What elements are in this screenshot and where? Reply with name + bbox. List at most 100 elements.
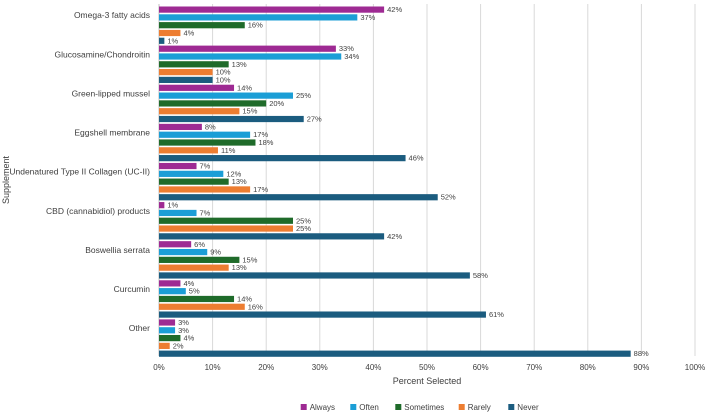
data-label: 33% [339,44,354,53]
data-label: 9% [210,248,221,257]
bar-often [159,131,251,138]
data-label: 16% [248,302,263,311]
data-label: 8% [205,122,216,131]
bar-rarely [159,264,229,271]
bar-always [159,84,235,91]
data-labels: 42%37%16%4%1%33%34%13%10%10%14%25%20%15%… [167,5,649,358]
data-label: 13% [232,60,247,69]
bar-sometimes [159,334,181,342]
data-label: 6% [194,240,205,249]
bar-often [159,288,186,295]
bar-always [159,319,176,326]
category-label: Eggshell membrane [74,128,150,138]
bar-sometimes [159,22,245,29]
x-tick-label: 90% [633,363,649,372]
data-label: 42% [387,5,402,14]
bar-never [159,194,438,201]
bar-often [159,209,197,217]
legend-swatch [395,404,402,410]
category-label: Green-lipped mussel [72,88,151,98]
bar-rarely [159,342,170,349]
category-labels: Omega-3 fatty acids Glucosamine/Chondroit… [9,10,150,333]
data-label: 37% [360,13,375,22]
legend-item-sometimes: Sometimes [395,403,444,412]
x-tick-label: 30% [312,363,328,372]
legend-label: Always [310,403,335,412]
data-label: 4% [183,334,194,343]
bar-often [159,53,342,60]
data-label: 10% [216,75,231,84]
data-label: 15% [242,255,257,264]
bar-often [159,92,293,99]
y-axis-title: Supplement [1,155,11,204]
bar-never [159,350,631,357]
category-label: Glucosamine/Chondroitin [55,49,151,59]
category-label: Omega-3 fatty acids [74,10,150,20]
x-tick-label: 60% [473,363,489,372]
data-label: 42% [387,232,402,241]
category-label: CBD (cannabidiol) products [46,206,150,216]
data-label: 3% [178,318,189,327]
data-label: 14% [237,294,252,303]
bar-always [159,45,336,52]
data-label: 11% [221,146,236,155]
x-tick-label: 100% [685,363,705,372]
legend: Always Often Sometimes Rarely Never [300,403,539,412]
data-label: 4% [183,29,194,38]
legend-swatch [508,404,515,410]
bar-never [159,155,406,162]
bar-never [159,233,385,240]
data-label: 7% [200,208,211,217]
bar-always [159,162,197,170]
bar-often [159,170,224,177]
data-label: 14% [237,83,252,92]
data-label: 13% [232,263,247,272]
x-tick-label: 80% [580,363,596,372]
bar-always [159,202,165,209]
data-label: 5% [189,287,200,296]
x-tick-label: 0% [153,363,165,372]
data-label: 58% [473,271,488,280]
data-label: 1% [167,36,178,45]
bar-rarely [159,147,218,154]
category-label: Other [129,323,150,333]
bar-sometimes [159,61,229,68]
category-label: Boswellia serrata [85,245,150,255]
x-tick-label: 50% [419,363,435,372]
data-label: 17% [253,130,268,139]
x-tick-labels: 0% 10% 20% 30% 40% 50% 60% 70% 80% 90% 100% [153,363,705,372]
x-axis-title: Percent Selected [393,376,462,386]
data-label: 25% [296,91,311,100]
bar-rarely [159,186,251,193]
bars [159,6,631,357]
bar-sometimes [159,217,293,224]
legend-item-often: Often [350,403,379,412]
bar-always [159,123,202,131]
data-label: 88% [634,349,649,358]
data-label: 34% [344,52,359,61]
bar-never [159,37,165,44]
bar-sometimes [159,256,240,263]
data-label: 4% [183,279,194,288]
bar-often [159,327,176,334]
bar-rarely [159,69,213,76]
legend-swatch [458,404,465,410]
bar-often [159,248,208,256]
bar-rarely [159,225,293,232]
bar-sometimes [159,295,235,303]
data-label: 25% [296,216,311,225]
legend-label: Rarely [468,403,491,412]
data-label: 61% [489,310,504,319]
category-label: Undenatured Type II Collagen (UC-II) [9,167,150,177]
bar-sometimes [159,139,256,146]
legend-label: Never [517,403,539,412]
data-label: 2% [173,341,184,350]
x-tick-label: 40% [365,363,381,372]
bar-rarely [159,108,240,115]
legend-swatch [350,404,357,410]
data-label: 25% [296,224,311,233]
bar-always [159,241,192,248]
data-label: 1% [167,201,178,210]
legend-label: Sometimes [404,403,444,412]
bar-often [159,14,358,21]
